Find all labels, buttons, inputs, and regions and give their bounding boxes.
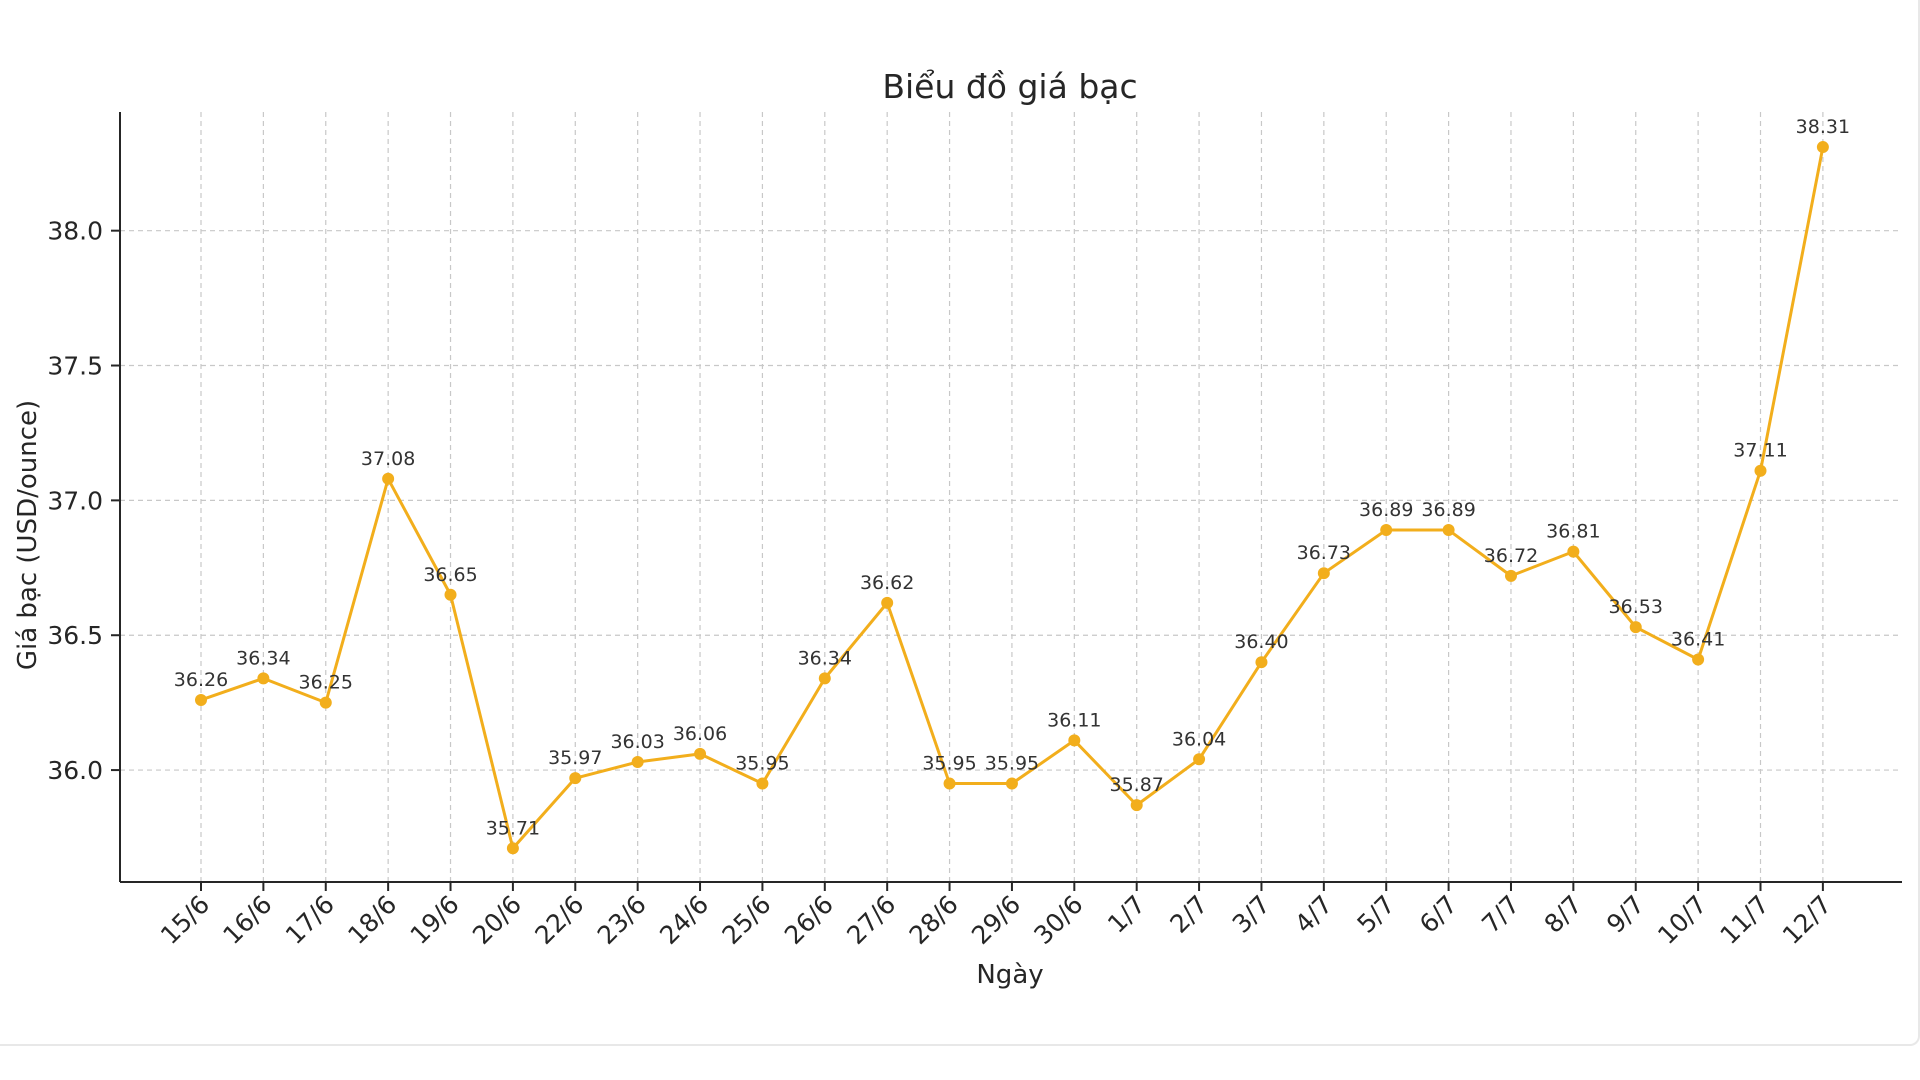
- x-tick-label: 8/7: [1539, 890, 1588, 939]
- x-tick-label: 18/6: [342, 890, 402, 950]
- data-label: 35.95: [922, 753, 976, 775]
- y-axis-label: Giá bạc (USD/ounce): [13, 400, 43, 670]
- x-tick-label: 19/6: [405, 890, 465, 950]
- data-point: [257, 672, 270, 685]
- data-label: 36.26: [174, 669, 228, 691]
- data-point: [1130, 799, 1143, 812]
- data-point: [1317, 567, 1330, 580]
- data-point: [444, 588, 457, 601]
- data-point: [631, 755, 644, 768]
- x-tick-label: 10/7: [1652, 890, 1712, 950]
- x-axis-label: Ngày: [976, 960, 1043, 990]
- data-point: [881, 596, 894, 609]
- x-tick-label: 30/6: [1028, 890, 1088, 950]
- x-tick-label: 28/6: [904, 890, 964, 950]
- chart-title: Biểu đồ giá bạc: [882, 67, 1137, 106]
- data-label: 36.04: [1172, 728, 1226, 750]
- data-label: 35.71: [486, 817, 540, 839]
- data-label: 36.53: [1609, 596, 1663, 618]
- data-label: 37.08: [361, 448, 415, 470]
- data-label: 36.89: [1359, 499, 1413, 521]
- x-tick-label: 29/6: [966, 890, 1026, 950]
- x-tick-label: 17/6: [280, 890, 340, 950]
- chart-frame: 36.0 36.5 37.0 37.5 38.0 15/6 16/6 17/6 18/6 19/…: [0, 0, 1920, 1046]
- data-label: 36.03: [610, 731, 664, 753]
- y-axis-ticks: 36.0 36.5 37.0 37.5 38.0: [47, 217, 120, 785]
- data-point: [1504, 569, 1517, 582]
- data-point: [1692, 653, 1705, 666]
- data-label: 35.95: [985, 753, 1039, 775]
- data-point: [569, 772, 582, 785]
- data-point: [1629, 621, 1642, 634]
- data-label: 35.87: [1109, 774, 1163, 796]
- data-point: [506, 842, 519, 855]
- x-tick-label: 26/6: [779, 890, 839, 950]
- data-label: 36.65: [423, 564, 477, 586]
- y-tick-label: 36.0: [47, 756, 103, 785]
- y-tick-label: 38.0: [47, 217, 103, 246]
- data-label: 36.73: [1297, 542, 1351, 564]
- x-tick-label: 23/6: [592, 890, 652, 950]
- data-labels: 36.26 36.34 36.25 37.08 36.65 35.71 35.97 36.03…: [174, 116, 1850, 839]
- x-tick-label: 9/7: [1601, 890, 1650, 939]
- data-label: 35.97: [548, 747, 602, 769]
- y-tick-label: 37.0: [47, 486, 103, 515]
- data-point: [818, 672, 831, 685]
- data-point: [1005, 777, 1018, 790]
- x-tick-label: 25/6: [716, 890, 776, 950]
- x-tick-label: 11/7: [1715, 890, 1775, 950]
- data-point: [1380, 524, 1393, 537]
- data-point: [1754, 464, 1767, 477]
- data-point: [1193, 753, 1206, 766]
- data-point: [943, 777, 956, 790]
- data-label: 36.25: [299, 672, 353, 694]
- data-label: 36.81: [1546, 521, 1600, 543]
- x-tick-label: 5/7: [1352, 890, 1401, 939]
- data-label: 36.62: [860, 572, 914, 594]
- x-tick-label: 12/7: [1777, 890, 1837, 950]
- x-tick-label: 7/7: [1476, 890, 1525, 939]
- data-points: [195, 141, 1829, 855]
- y-tick-label: 36.5: [47, 621, 103, 650]
- data-point: [382, 472, 395, 485]
- y-tick-label: 37.5: [47, 352, 103, 381]
- data-label: 36.06: [673, 723, 727, 745]
- data-point: [1442, 524, 1455, 537]
- x-tick-label: 20/6: [467, 890, 527, 950]
- x-axis-ticks: 15/6 16/6 17/6 18/6 19/6 20/6 22/6 23/6 24/6 25/6…: [155, 882, 1837, 950]
- data-label: 36.40: [1234, 631, 1288, 653]
- x-tick-label: 15/6: [155, 890, 215, 950]
- data-label: 36.89: [1421, 499, 1475, 521]
- data-label: 36.11: [1047, 709, 1101, 731]
- data-point: [1068, 734, 1081, 747]
- data-point: [319, 696, 332, 709]
- data-point: [195, 693, 207, 706]
- data-point: [1816, 141, 1829, 154]
- data-point: [756, 777, 769, 790]
- x-tick-label: 4/7: [1289, 890, 1338, 939]
- data-point: [1255, 656, 1268, 669]
- horizontal-grid: [120, 230, 1902, 771]
- x-tick-label: 24/6: [654, 890, 714, 950]
- data-label: 38.31: [1796, 116, 1850, 138]
- x-tick-label: 3/7: [1227, 890, 1276, 939]
- data-label: 36.41: [1671, 628, 1725, 650]
- data-point: [1567, 545, 1580, 558]
- x-tick-label: 27/6: [841, 890, 901, 950]
- data-label: 35.95: [735, 753, 789, 775]
- data-label: 36.34: [798, 647, 852, 669]
- x-tick-label: 2/7: [1164, 890, 1213, 939]
- data-point: [694, 747, 707, 760]
- data-label: 36.34: [236, 647, 290, 669]
- data-label: 37.11: [1733, 440, 1787, 462]
- x-tick-label: 16/6: [217, 890, 277, 950]
- x-tick-label: 22/6: [529, 890, 589, 950]
- data-label: 36.72: [1484, 545, 1538, 567]
- x-tick-label: 6/7: [1414, 890, 1463, 939]
- x-tick-label: 1/7: [1102, 890, 1151, 939]
